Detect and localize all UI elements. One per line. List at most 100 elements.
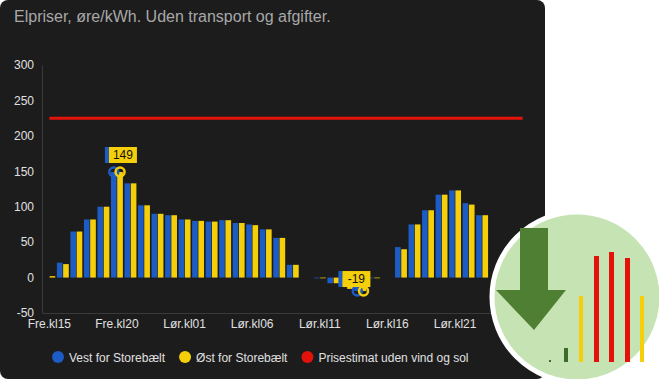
y-tick: 150	[14, 165, 42, 179]
legend-label: Øst for Storebælt	[196, 351, 288, 365]
x-axis-line	[43, 313, 531, 314]
annotation-tab	[338, 271, 342, 287]
bar	[90, 219, 96, 277]
inset-icon-bar	[640, 296, 644, 362]
x-tick: Lør.kl16	[366, 313, 409, 331]
y-axis-line	[42, 66, 43, 314]
inset-icon-bar	[609, 252, 614, 362]
bar	[225, 220, 231, 277]
x-tick-label: Lør.kl11	[299, 317, 341, 331]
annotation: -19	[338, 271, 370, 287]
bar	[117, 172, 123, 278]
bar	[97, 207, 103, 278]
plot-area	[49, 118, 522, 291]
bar	[171, 215, 177, 277]
x-tick: Fre.kl20	[95, 313, 139, 331]
inset-circle	[492, 212, 659, 379]
bar	[273, 238, 279, 278]
x-tick: Lør.kl21	[434, 313, 477, 331]
bar	[320, 277, 326, 279]
bar	[436, 195, 442, 278]
y-axis: -50050100150200250300	[14, 58, 43, 320]
bar	[287, 265, 293, 278]
title: Elpriser, øre/kWh. Uden transport og afg…	[14, 8, 331, 25]
bar	[152, 214, 158, 278]
bar	[84, 219, 90, 277]
bar	[246, 224, 252, 277]
annotation-box	[109, 147, 137, 163]
x-axis: Fre.kl15 Fre.kl20 Lør.kl01 Lør.kl06 Lør.kl11…	[28, 313, 531, 331]
bar	[415, 224, 421, 277]
bar	[77, 232, 83, 278]
y-tick-label: 250	[14, 94, 34, 108]
bar	[144, 205, 150, 277]
legend-marker	[179, 351, 191, 363]
line	[49, 117, 522, 120]
y-tick: 0	[27, 271, 42, 285]
legend-label: Vest for Storebælt	[69, 351, 166, 365]
inset-icon-bar	[564, 348, 568, 362]
legend-marker	[301, 351, 313, 363]
bar	[482, 215, 488, 277]
bar	[463, 203, 469, 277]
legend-item: Vest for Storebælt	[52, 351, 166, 365]
x-tick: Fre.kl15	[28, 313, 72, 331]
bar	[192, 221, 198, 278]
bar	[111, 172, 117, 278]
legend-label: Prisestimat uden vind og sol	[318, 351, 468, 365]
bar	[307, 277, 313, 278]
bar	[374, 277, 380, 279]
bar	[198, 221, 204, 278]
bar	[314, 277, 320, 279]
bar	[131, 183, 137, 277]
y-tick-label: 50	[21, 235, 35, 249]
legend-item: Øst for Storebælt	[179, 351, 288, 365]
bar	[239, 223, 245, 278]
chart: Elpriser, øre/kWh. Uden transport og afg…	[0, 0, 659, 379]
bar	[280, 238, 286, 278]
inset-arrow	[496, 228, 566, 330]
bar	[388, 277, 394, 278]
bar	[212, 222, 218, 278]
x-tick-label: Lør.kl16	[366, 317, 409, 331]
annotation: 149	[105, 147, 137, 163]
bar	[395, 247, 401, 277]
bar	[293, 265, 299, 278]
bar	[266, 229, 272, 277]
bar	[43, 277, 49, 278]
bar	[428, 210, 434, 277]
legend: Vest for Storebælt Øst for Storebælt Prise…	[52, 351, 469, 365]
y-tick: 250	[14, 94, 42, 108]
bar	[300, 277, 306, 278]
bar	[57, 263, 63, 278]
bar	[70, 232, 76, 278]
x-tick-label: Lør.kl21	[434, 317, 477, 331]
bar	[409, 224, 415, 277]
annotation-tab	[105, 147, 109, 163]
annotation-label: -19	[348, 272, 366, 286]
card-background	[0, 0, 545, 379]
x-tick-label: Lør.kl01	[163, 317, 206, 331]
y-tick: 100	[14, 200, 42, 214]
bar	[449, 190, 455, 277]
legend-item: Prisestimat uden vind og sol	[301, 351, 468, 365]
y-tick-label: 150	[14, 165, 34, 179]
bar	[233, 223, 239, 278]
bar	[125, 183, 131, 277]
bar	[422, 210, 428, 277]
y-tick: 50	[21, 235, 42, 249]
bar	[401, 249, 407, 277]
bar	[442, 195, 448, 278]
bar	[165, 215, 171, 277]
x-tick-label: Fre.kl15	[28, 317, 72, 331]
bar-series	[50, 172, 488, 291]
annotation-box	[342, 271, 370, 287]
y-tick-label: 300	[14, 58, 34, 72]
bar	[104, 207, 110, 278]
y-tick: 200	[14, 129, 42, 143]
inset-icon	[492, 212, 659, 379]
bar	[206, 222, 212, 278]
bar	[327, 278, 333, 284]
inset-icon-bar	[625, 258, 630, 362]
x-tick-label: Lør.kl06	[231, 317, 274, 331]
